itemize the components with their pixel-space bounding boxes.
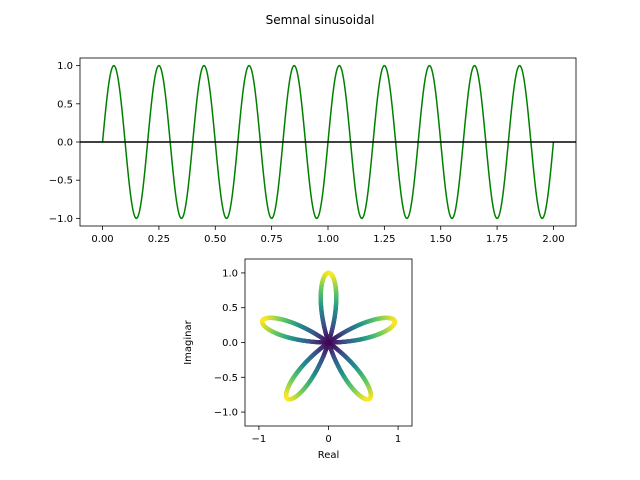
x-tick-label: 0.50 bbox=[204, 234, 226, 245]
y-tick-label: −1.0 bbox=[214, 408, 238, 419]
y-tick-label: −0.5 bbox=[214, 373, 238, 384]
y-tick-label: −0.5 bbox=[49, 176, 73, 187]
x-tick-label: 1.00 bbox=[317, 234, 339, 245]
x-tick-label: 1.75 bbox=[486, 234, 508, 245]
y-tick-label: 0.0 bbox=[57, 138, 73, 149]
y-axis-title: Imaginar bbox=[183, 319, 194, 364]
complex-plane-plot-area bbox=[259, 270, 398, 402]
x-tick-label: 1.25 bbox=[373, 234, 395, 245]
rose-point bbox=[324, 340, 330, 345]
y-tick-label: 0.0 bbox=[222, 338, 238, 349]
x-tick-label: 0.25 bbox=[148, 234, 170, 245]
figure-title: Semnal sinusoidal bbox=[266, 13, 375, 27]
x-tick-label: −1 bbox=[252, 434, 267, 445]
y-tick-label: 0.5 bbox=[222, 303, 238, 314]
x-tick-label: 0 bbox=[325, 434, 331, 445]
y-tick-label: 1.0 bbox=[57, 61, 73, 72]
x-tick-label: 0.00 bbox=[91, 234, 113, 245]
x-tick-label: 1.50 bbox=[430, 234, 452, 245]
complex-plane-axes: −1 0 1 −1.0 −0.5 0.0 0.5 1.0 Real Imaginar bbox=[183, 258, 413, 461]
x-tick-label: 2.00 bbox=[542, 234, 564, 245]
signal-axes: 0.00 0.25 0.50 0.75 1.00 1.25 1.50 1.75 2.00 −1.0… bbox=[49, 57, 577, 245]
complex-plane-ticks: −1 0 1 −1.0 −0.5 0.0 0.5 1.0 bbox=[214, 268, 402, 445]
x-axis-title: Real bbox=[318, 450, 340, 461]
x-tick-label: 1 bbox=[395, 434, 401, 445]
signal-axes-frame bbox=[79, 57, 577, 227]
y-tick-label: 0.5 bbox=[57, 99, 73, 110]
signal-plot-area bbox=[80, 64, 576, 220]
y-tick-label: 1.0 bbox=[222, 268, 238, 279]
x-tick-label: 0.75 bbox=[261, 234, 283, 245]
signal-ticks: 0.00 0.25 0.50 0.75 1.00 1.25 1.50 1.75 2.00 −1.0… bbox=[49, 61, 565, 245]
complex-plane-axes-frame bbox=[244, 258, 413, 427]
y-tick-label: −1.0 bbox=[49, 214, 73, 225]
